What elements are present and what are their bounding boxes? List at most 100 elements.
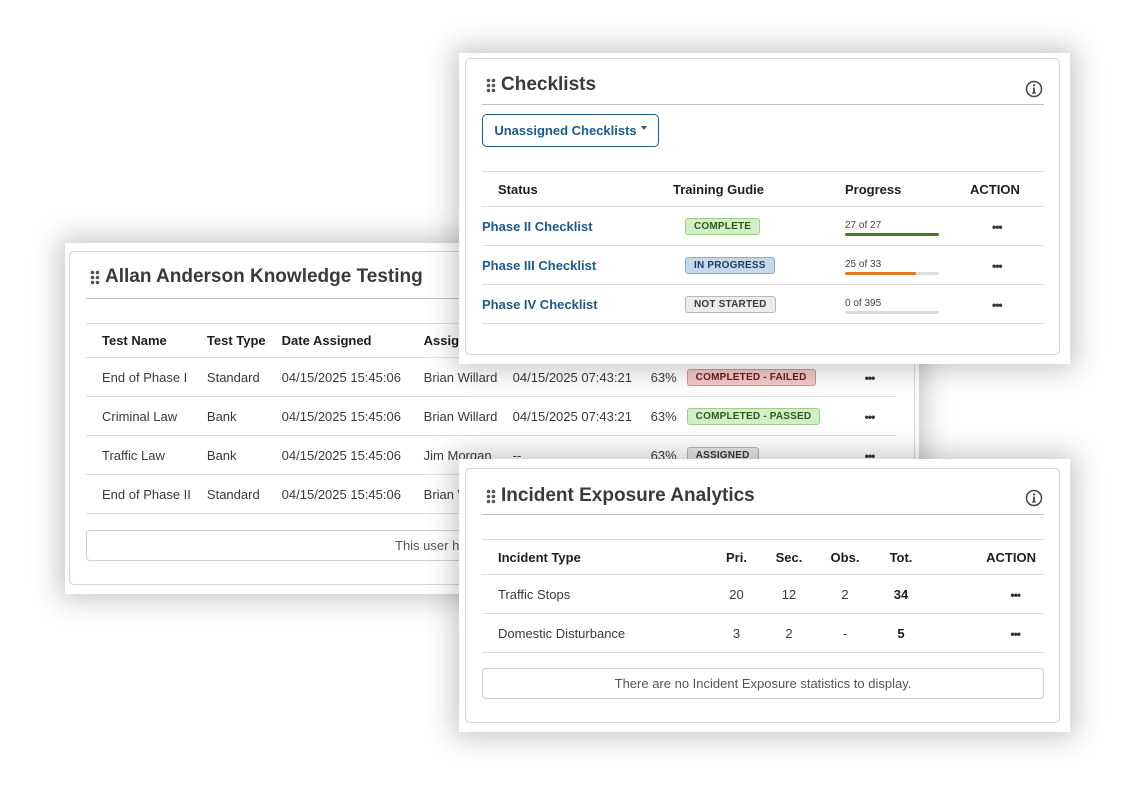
table-header-row: Status Training Gudie Progress ACTION xyxy=(482,171,1044,207)
table-row: Traffic Stops 20 12 2 34 ••• xyxy=(482,575,1044,614)
action-cell: ••• xyxy=(970,285,1044,324)
table-row: Phase IV Checklist NOT STARTED 0 of 395 … xyxy=(482,285,1044,324)
checklist-name-cell: Phase II Checklist xyxy=(482,207,657,246)
progress-track xyxy=(845,311,939,314)
action-cell: ••• xyxy=(970,246,1044,285)
more-actions-icon[interactable]: ••• xyxy=(864,448,876,463)
date-assigned: 04/15/2025 15:45:06 xyxy=(281,369,401,385)
column-header[interactable]: ACTION xyxy=(986,549,1036,565)
incident-exposure-header: Incident Exposure Analytics xyxy=(486,485,755,507)
more-actions-icon[interactable]: ••• xyxy=(992,219,1003,234)
column-header[interactable]: Test Name xyxy=(102,333,167,348)
checklist-name-cell: Phase III Checklist xyxy=(482,246,657,285)
column-header[interactable]: Pri. xyxy=(726,549,747,565)
score: 63% xyxy=(650,447,677,463)
status-badge: COMPLETE xyxy=(685,218,761,235)
dropdown-label: Unassigned Checklists xyxy=(494,123,637,138)
test-name: Criminal Law xyxy=(102,408,178,424)
progress-track xyxy=(845,233,939,236)
knowledge-testing-title: Allan Anderson Knowledge Testing xyxy=(105,266,423,287)
test-type: Bank xyxy=(206,447,237,463)
column-header[interactable]: Progress xyxy=(845,181,902,197)
drag-handle-icon[interactable] xyxy=(486,78,496,93)
action-cell: ••• xyxy=(927,575,1044,614)
incident-exposure-table: Incident Type Pri. Sec. Obs. Tot. ACTION… xyxy=(482,539,1044,653)
more-actions-icon[interactable]: ••• xyxy=(992,258,1003,273)
incident-type: Traffic Stops xyxy=(498,586,571,602)
column-header[interactable]: Sec. xyxy=(775,549,803,565)
date-assigned: 04/15/2025 15:45:06 xyxy=(281,447,401,463)
test-type: Standard xyxy=(206,369,260,385)
info-icon[interactable] xyxy=(1025,489,1043,507)
column-header[interactable]: Test Type xyxy=(206,333,266,348)
score: 63% xyxy=(650,369,677,385)
secondary-count: 2 xyxy=(785,625,793,641)
status-badge: NOT STARTED xyxy=(685,296,776,313)
incident-exposure-title: Incident Exposure Analytics xyxy=(501,485,755,506)
test-type: Bank xyxy=(206,408,237,424)
progress-fill xyxy=(845,272,917,275)
checklist-link[interactable]: Phase II Checklist xyxy=(482,218,593,234)
drag-handle-icon[interactable] xyxy=(486,489,496,504)
more-actions-icon[interactable]: ••• xyxy=(864,409,876,424)
checklist-link[interactable]: Phase IV Checklist xyxy=(482,296,598,312)
table-row: Criminal Law Bank 04/15/2025 15:45:06 Br… xyxy=(86,397,896,436)
test-type: Standard xyxy=(206,486,260,502)
checklists-card: Checklists Unassigned Checklists Status … xyxy=(465,58,1060,355)
test-name: End of Phase II xyxy=(102,486,191,502)
date-completed: 04/15/2025 07:43:21 xyxy=(512,369,632,385)
more-actions-icon[interactable]: ••• xyxy=(1010,626,1021,641)
title-divider xyxy=(482,514,1044,515)
score: 63% xyxy=(650,408,677,424)
empty-message-box: There are no Incident Exposure statistic… xyxy=(482,668,1044,699)
title-divider xyxy=(482,104,1044,105)
progress-fill xyxy=(845,233,939,236)
date-assigned: 04/15/2025 15:45:06 xyxy=(281,408,401,424)
column-header[interactable]: Date Assigned xyxy=(281,333,372,348)
action-cell: ••• xyxy=(927,614,1044,653)
checklists-panel: Checklists Unassigned Checklists Status … xyxy=(459,53,1070,364)
empty-message: There are no Incident Exposure statistic… xyxy=(614,676,912,691)
unassigned-checklists-dropdown[interactable]: Unassigned Checklists xyxy=(482,114,659,147)
incident-type: Domestic Disturbance xyxy=(498,625,626,641)
column-header[interactable]: Status xyxy=(498,181,538,197)
test-name: End of Phase I xyxy=(102,369,188,385)
caret-down-icon xyxy=(640,125,647,130)
assigned-by: Brian Willard xyxy=(423,408,498,424)
more-actions-icon[interactable]: ••• xyxy=(992,297,1003,312)
progress-indicator: 0 of 395 xyxy=(845,298,939,314)
drag-handle-icon[interactable] xyxy=(90,270,100,285)
primary-count: 20 xyxy=(729,586,744,602)
progress-indicator: 25 of 33 xyxy=(845,259,939,275)
assigned-by: Brian Willard xyxy=(423,369,498,385)
column-header[interactable]: ACTION xyxy=(970,181,1020,197)
assigned-by: Brian W xyxy=(423,486,470,502)
total-count: 34 xyxy=(893,586,909,602)
status-cell: COMPLETED - FAILED xyxy=(685,358,835,397)
progress-track xyxy=(845,272,939,275)
table-row: End of Phase II Standard 04/15/2025 15:4… xyxy=(86,475,896,514)
test-name: Traffic Law xyxy=(102,447,165,463)
column-header[interactable]: Tot. xyxy=(889,549,913,565)
more-actions-icon[interactable]: ••• xyxy=(1010,587,1021,602)
checklists-header: Checklists xyxy=(486,74,596,96)
checklist-link[interactable]: Phase III Checklist xyxy=(482,257,597,273)
incident-exposure-panel: Incident Exposure Analytics Incident Typ… xyxy=(459,459,1070,732)
column-header[interactable]: Training Gudie xyxy=(673,181,765,197)
status-cell: NOT STARTED xyxy=(657,285,829,324)
progress-label: 25 of 33 xyxy=(845,259,882,270)
total-count: 5 xyxy=(897,625,905,641)
action-cell: ••• xyxy=(835,358,896,397)
more-actions-icon[interactable]: ••• xyxy=(864,370,876,385)
primary-count: 3 xyxy=(732,625,741,641)
progress-cell: 25 of 33 xyxy=(829,246,970,285)
table-row: Phase III Checklist IN PROGRESS 25 of 33… xyxy=(482,246,1044,285)
knowledge-testing-table: Test Name Test Type Date Assigned Assign… xyxy=(86,323,896,514)
column-header[interactable]: Obs. xyxy=(830,549,860,565)
action-cell: ••• xyxy=(835,436,896,475)
table-row: End of Phase I Standard 04/15/2025 15:45… xyxy=(86,358,896,397)
table-row: Phase II Checklist COMPLETE 27 of 27 ••• xyxy=(482,207,1044,246)
info-icon[interactable] xyxy=(1025,80,1043,98)
column-header[interactable]: Incident Type xyxy=(498,549,581,565)
action-cell: ••• xyxy=(835,397,896,436)
